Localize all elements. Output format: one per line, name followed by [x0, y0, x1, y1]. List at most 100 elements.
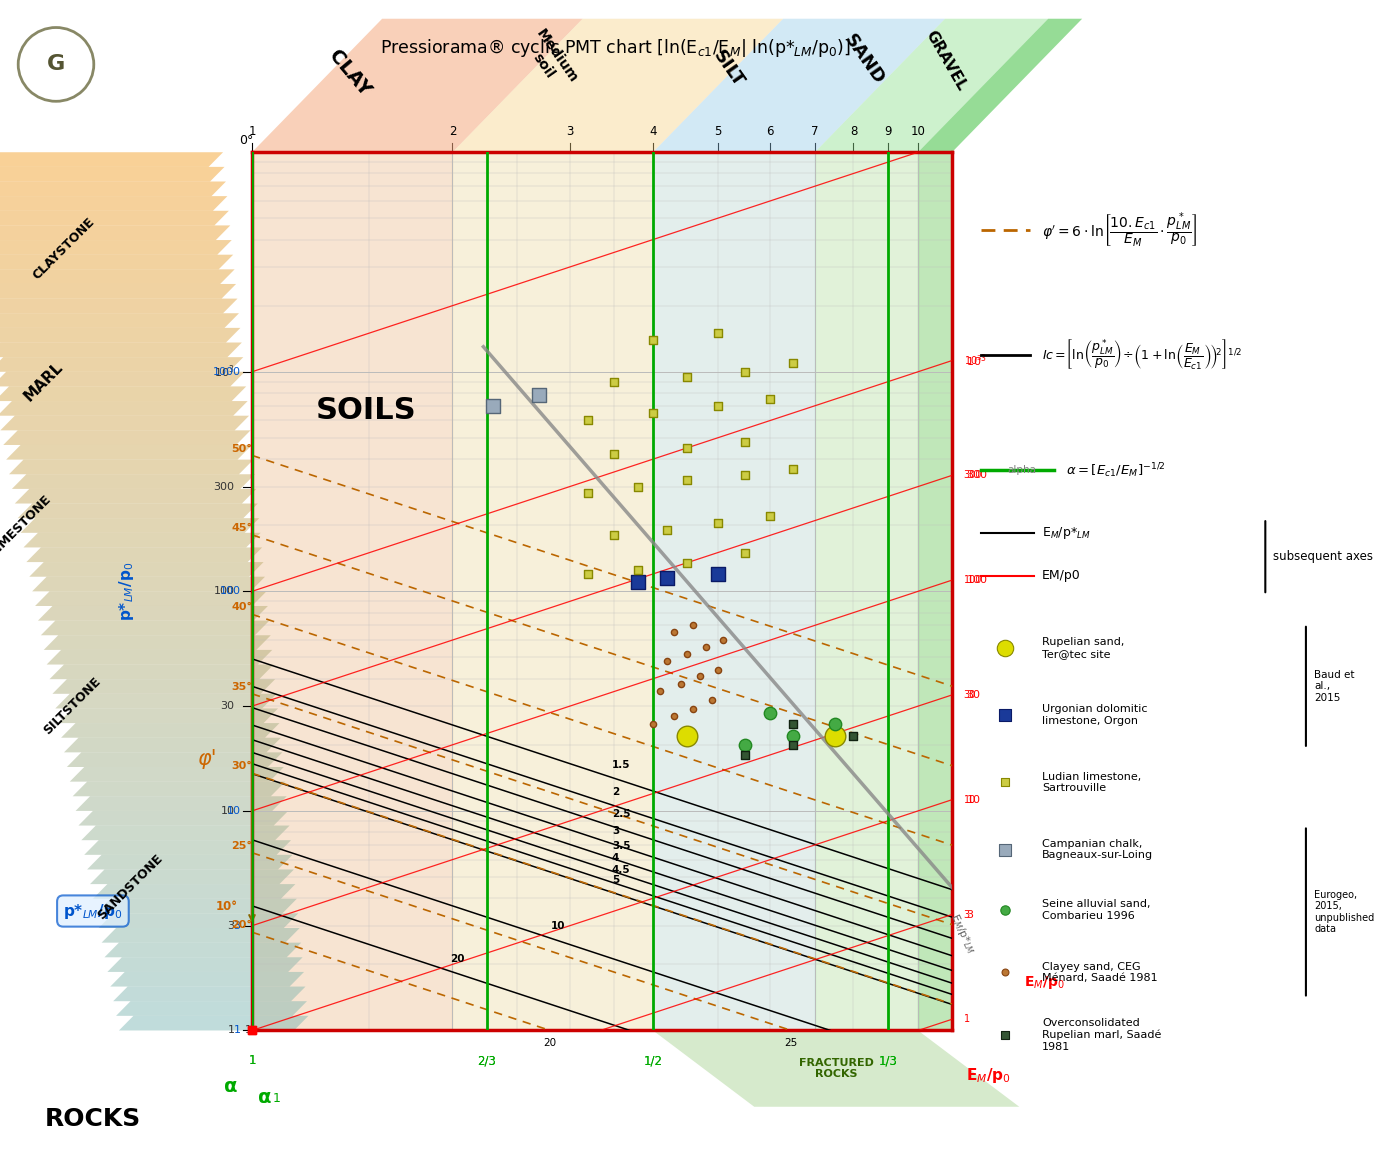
- Polygon shape: [52, 679, 276, 693]
- Text: Overconsolidated
Rupelian marl, Saadé
1981: Overconsolidated Rupelian marl, Saadé 19…: [1042, 1018, 1162, 1052]
- Text: 1: 1: [245, 1026, 252, 1035]
- Text: 2/3: 2/3: [477, 1054, 496, 1067]
- Polygon shape: [0, 167, 224, 182]
- Bar: [652, 152, 815, 1030]
- Text: Urgonian dolomitic
limestone, Orgon: Urgonian dolomitic limestone, Orgon: [1042, 704, 1148, 726]
- Point: [994, 900, 1016, 919]
- Text: SOILS: SOILS: [315, 396, 416, 425]
- Point: [994, 841, 1016, 860]
- Text: p*$_{LM}$/p$_0$: p*$_{LM}$/p$_0$: [63, 902, 123, 920]
- Polygon shape: [73, 782, 286, 796]
- Text: $\varphi' = 6 \cdot \ln\!\left[\dfrac{10. E_{c1}}{E_M} \cdot \dfrac{p^*_{LM}}{p_: $\varphi' = 6 \cdot \ln\!\left[\dfrac{10…: [1042, 211, 1197, 249]
- Text: 10: 10: [552, 920, 566, 931]
- Text: 10: 10: [221, 806, 235, 816]
- Text: 0°: 0°: [239, 135, 253, 148]
- Text: 1: 1: [248, 1054, 256, 1067]
- Point: [577, 564, 599, 583]
- Text: 100: 100: [966, 575, 987, 586]
- Text: 5: 5: [612, 875, 619, 884]
- Text: E$_M$/p$_0$: E$_M$/p$_0$: [1025, 974, 1065, 992]
- Polygon shape: [0, 211, 228, 225]
- Text: 20°: 20°: [231, 920, 252, 930]
- Text: E$_M$/p*$_{LM}$: E$_M$/p*$_{LM}$: [1042, 525, 1091, 541]
- Polygon shape: [90, 869, 294, 884]
- Polygon shape: [0, 269, 235, 283]
- Point: [662, 707, 685, 726]
- Text: SILTSTONE: SILTSTONE: [42, 676, 104, 738]
- Point: [994, 706, 1016, 725]
- Text: 4.5: 4.5: [612, 864, 630, 875]
- Text: 1: 1: [272, 1093, 280, 1105]
- Point: [627, 573, 650, 591]
- Point: [577, 484, 599, 502]
- Polygon shape: [70, 767, 284, 782]
- Text: 1/2: 1/2: [644, 1054, 662, 1067]
- Polygon shape: [98, 913, 298, 927]
- Text: 10$^3$: 10$^3$: [966, 352, 987, 369]
- Text: E$_M$/p$_0$: E$_M$/p$_0$: [966, 1066, 1011, 1084]
- Text: 7: 7: [811, 125, 819, 138]
- Text: φ': φ': [197, 748, 217, 768]
- Point: [657, 652, 679, 671]
- Text: 1/3: 1/3: [878, 1054, 897, 1067]
- Bar: [252, 152, 452, 1030]
- Polygon shape: [64, 738, 281, 753]
- Text: 1: 1: [248, 125, 256, 138]
- Polygon shape: [32, 577, 265, 591]
- Polygon shape: [0, 343, 242, 357]
- Point: [783, 460, 805, 479]
- Text: 3: 3: [234, 920, 241, 931]
- Point: [641, 404, 664, 423]
- Polygon shape: [41, 621, 269, 636]
- Polygon shape: [92, 884, 295, 899]
- Text: 6: 6: [767, 125, 774, 138]
- Text: 10: 10: [910, 125, 925, 138]
- Point: [700, 691, 722, 710]
- Polygon shape: [113, 986, 305, 1001]
- Polygon shape: [111, 972, 304, 986]
- Text: 10$^3$: 10$^3$: [963, 354, 981, 368]
- Polygon shape: [652, 1030, 1019, 1107]
- Text: 10: 10: [963, 795, 976, 804]
- Text: 50°: 50°: [231, 444, 252, 453]
- Text: p*$_{LM}$/p$_0$: p*$_{LM}$/p$_0$: [116, 562, 136, 621]
- Point: [482, 397, 504, 416]
- Polygon shape: [116, 1001, 307, 1015]
- Point: [682, 616, 704, 635]
- Polygon shape: [0, 225, 231, 240]
- Text: 3: 3: [966, 910, 973, 919]
- Point: [707, 660, 729, 679]
- Polygon shape: [0, 416, 249, 430]
- Text: 3: 3: [612, 826, 619, 836]
- Polygon shape: [81, 826, 290, 841]
- Polygon shape: [56, 693, 277, 708]
- Polygon shape: [46, 650, 272, 665]
- Point: [641, 330, 664, 349]
- Text: 20: 20: [451, 953, 465, 964]
- Polygon shape: [18, 504, 258, 519]
- Text: Rupelian sand,
Ter@tec site: Rupelian sand, Ter@tec site: [1042, 637, 1124, 659]
- Text: 10$^3$: 10$^3$: [214, 363, 235, 381]
- Text: 1: 1: [234, 1026, 241, 1035]
- Text: Baud et
al.,
2015: Baud et al., 2015: [1315, 670, 1355, 703]
- Polygon shape: [13, 474, 255, 489]
- Point: [783, 354, 805, 372]
- Polygon shape: [102, 927, 300, 943]
- Polygon shape: [0, 372, 245, 386]
- Text: 2: 2: [612, 787, 619, 797]
- Point: [783, 735, 805, 754]
- Bar: [815, 152, 918, 1030]
- Text: 1/3: 1/3: [878, 1054, 897, 1067]
- Text: subsequent axes: subsequent axes: [1274, 550, 1373, 563]
- Point: [734, 465, 756, 484]
- Text: 1/2: 1/2: [644, 1054, 662, 1067]
- Text: 3.5: 3.5: [612, 841, 630, 850]
- Polygon shape: [76, 796, 287, 810]
- Text: 10°: 10°: [216, 899, 238, 912]
- Text: 2: 2: [449, 125, 456, 138]
- Text: E$_M$/p*$_{LM}$: E$_M$/p*$_{LM}$: [948, 911, 979, 956]
- Text: 30°: 30°: [231, 761, 252, 772]
- Text: Seine alluvial sand,
Combarieu 1996: Seine alluvial sand, Combarieu 1996: [1042, 899, 1151, 920]
- Polygon shape: [35, 591, 266, 607]
- Point: [676, 644, 699, 663]
